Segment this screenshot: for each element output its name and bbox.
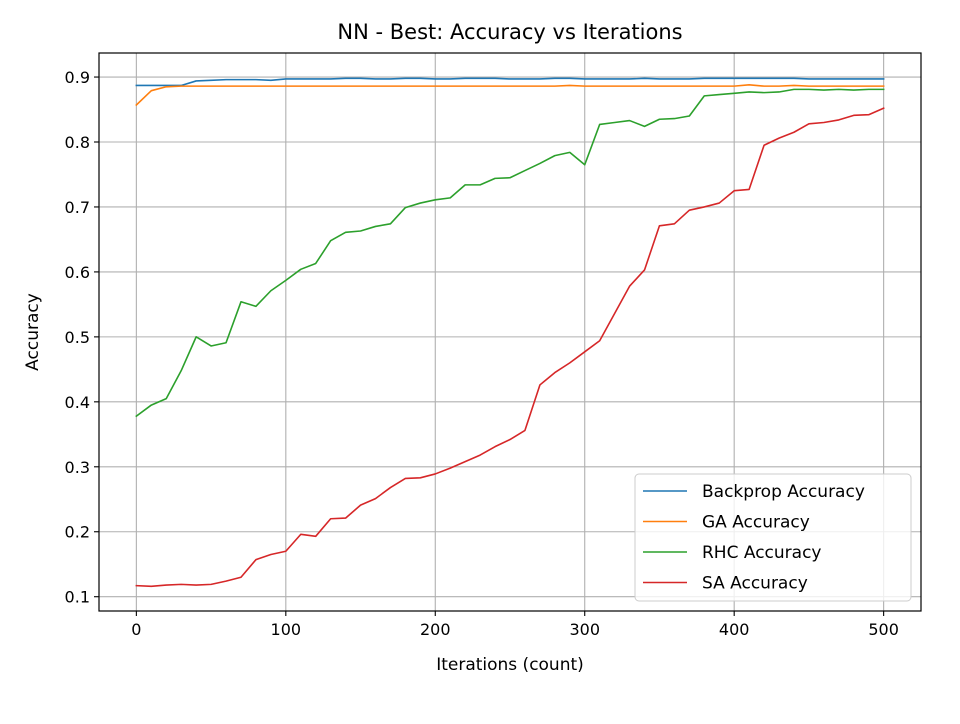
y-tick-label: 0.8 [65,133,90,152]
y-tick-label: 0.1 [65,588,90,607]
y-axis-label: Accuracy [23,293,43,371]
legend: Backprop Accuracy GA Accuracy RHC Accuracy… [634,473,912,602]
axis-ticks: 0 100 200 300 400 500 0.1 0.2 0.3 0.4 0.5 0.6 0.7 0.8… [65,68,899,639]
series-line-backprop-accuracy [135,77,885,87]
legend-label-backprop-accuracy: Backprop Accuracy [702,482,865,502]
y-tick-label: 0.6 [65,263,90,282]
x-tick-label: 300 [569,620,600,639]
series-lines [135,77,885,588]
y-tick-label: 0.2 [65,523,90,542]
legend-label-sa-accuracy: SA Accuracy [702,574,808,594]
x-axis-label: Iterations (count) [436,655,584,675]
x-tick-label: 400 [719,620,750,639]
y-tick-label: 0.3 [65,458,90,477]
y-tick-label: 0.9 [65,68,90,87]
x-tick-label: 200 [420,620,451,639]
y-tick-label: 0.5 [65,328,90,347]
x-tick-label: 0 [131,620,141,639]
legend-label-ga-accuracy: GA Accuracy [702,513,810,533]
y-tick-label: 0.4 [65,393,90,412]
x-tick-label: 100 [271,620,302,639]
series-line-ga-accuracy [135,84,885,107]
legend-label-rhc-accuracy: RHC Accuracy [702,543,821,563]
x-tick-label: 500 [868,620,899,639]
series-line-sa-accuracy [135,107,885,588]
plot-frame [98,52,922,612]
series-line-rhc-accuracy [135,88,885,418]
chart-title: NN - Best: Accuracy vs Iterations [337,20,682,44]
y-tick-label: 0.7 [65,198,90,217]
legend-box [634,473,912,602]
